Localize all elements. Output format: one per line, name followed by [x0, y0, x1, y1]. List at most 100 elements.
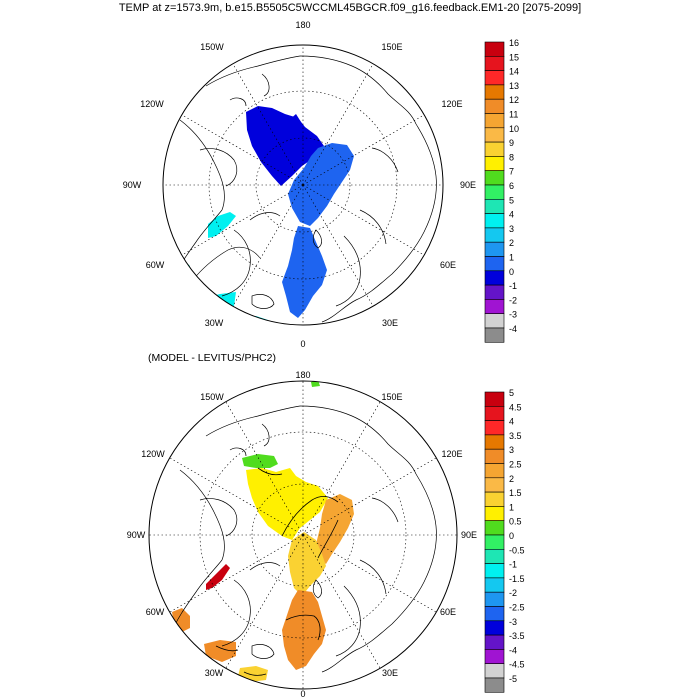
- top-coastlines: [169, 55, 437, 323]
- top-map-panel: 180 0 90W 90E 150W 150E 120W 120E 60W 60…: [123, 20, 519, 349]
- top-map-boundary: [162, 44, 444, 326]
- bottom-colorbar-swatch: [484, 405, 505, 421]
- bottom-colorbar-label: 0: [509, 531, 514, 541]
- bottom-map-panel: 180 0 90W 90E 150W 150E 120W 120E 60W 60…: [127, 370, 525, 699]
- top-colorbar-label: 8: [509, 152, 514, 162]
- label-90w: 90W: [127, 530, 146, 540]
- label-60e: 60E: [440, 260, 456, 270]
- top-colorbar-label: 4: [509, 210, 514, 220]
- top-colorbar-swatch: [484, 284, 505, 300]
- label-30e: 30E: [382, 668, 398, 678]
- top-colorbar-swatch: [484, 241, 505, 257]
- bottom-coastlines: [169, 405, 437, 673]
- bottom-colorbar-label: 3.5: [509, 431, 522, 441]
- patch-dark-blue: [246, 106, 324, 186]
- bottom-colorbar-swatch: [484, 606, 505, 622]
- top-colorbar-swatch: [484, 299, 505, 314]
- label-150e: 150E: [381, 392, 402, 402]
- bottom-colorbar-swatch: [484, 620, 505, 636]
- top-colorbar-swatch: [484, 127, 505, 143]
- bottom-colorbar-label: 2.5: [509, 460, 522, 470]
- bottom-colorbar-swatch: [484, 506, 505, 521]
- patch-orange-right: [316, 494, 354, 564]
- bottom-colorbar-label: 1: [509, 502, 514, 512]
- bottom-colorbar-label: -5: [509, 674, 517, 684]
- top-isolines: [187, 246, 261, 287]
- top-colorbar-label: 11: [509, 110, 518, 120]
- top-graticule: [163, 45, 443, 325]
- label-60w: 60W: [146, 260, 165, 270]
- top-colorbar-swatch: [484, 98, 505, 114]
- label-0: 0: [300, 689, 305, 699]
- top-colorbar-swatch: [484, 184, 505, 200]
- top-colorbar-label: -4: [509, 324, 517, 334]
- top-colorbar-swatch: [484, 256, 505, 272]
- bottom-colorbar-swatch: [484, 520, 505, 536]
- label-60e: 60E: [440, 607, 456, 617]
- top-colorbar-swatch: [484, 55, 505, 71]
- top-colorbar-label: 12: [509, 95, 519, 105]
- patch-yellow-middle: [288, 532, 326, 596]
- top-colorbar-label: 3: [509, 224, 514, 234]
- top-colorbar-label: 6: [509, 181, 514, 191]
- label-180: 180: [295, 20, 310, 30]
- top-colorbar-swatch: [484, 327, 505, 343]
- top-colorbar-swatch: [484, 313, 505, 329]
- bottom-colorbar-swatch: [484, 649, 505, 664]
- label-120w: 120W: [141, 449, 165, 459]
- patch-orange-lower: [282, 590, 326, 670]
- label-120w: 120W: [140, 99, 164, 109]
- bottom-colorbar: 5 4.5 4 3.5 3 2.5 2 1.5 1 0.5 0 -0.5 -1 -1.5 -2 -2.5 -3 -…: [484, 388, 525, 693]
- label-90e: 90E: [461, 530, 477, 540]
- top-colorbar-label: 16: [509, 38, 519, 48]
- top-colorbar-swatch: [484, 70, 505, 86]
- bottom-colorbar-swatch: [484, 591, 505, 607]
- top-colorbar-label: 1: [509, 253, 514, 263]
- patch-dark-blue-nub: [289, 114, 301, 127]
- bottom-colorbar-label: -2.5: [509, 603, 525, 613]
- bottom-colorbar-label: -3: [509, 617, 517, 627]
- figure-subtitle: (MODEL - LEVITUS/PHC2): [148, 352, 276, 364]
- bottom-colorbar-swatch: [484, 463, 505, 479]
- top-colorbar-swatch: [484, 227, 505, 243]
- top-colorbar-label: -2: [509, 295, 517, 305]
- top-colorbar-label: 9: [509, 138, 514, 148]
- bottom-colorbar-label: 4.5: [509, 402, 522, 412]
- bottom-colorbar-swatch: [484, 577, 505, 593]
- bottom-colorbar-label: -2: [509, 588, 517, 598]
- patch-cyan-iceland-south: [238, 316, 268, 325]
- patch-cyan-bering: [311, 30, 320, 37]
- bottom-colorbar-label: 5: [509, 388, 514, 398]
- top-colorbar-label: 5: [509, 195, 514, 205]
- bottom-colorbar-swatch: [484, 634, 505, 650]
- top-colorbar-label: 0: [509, 267, 514, 277]
- figure-title: TEMP at z=1573.9m, b.e15.B5505C5WCCML45B…: [118, 2, 582, 14]
- label-90w: 90W: [123, 180, 142, 190]
- bottom-colorbar-swatch: [484, 663, 505, 679]
- bottom-colorbar-swatch: [484, 477, 505, 493]
- bottom-colorbar-swatch: [484, 420, 505, 436]
- label-150e: 150E: [381, 42, 402, 52]
- top-temperature-field: [174, 30, 354, 325]
- label-0: 0: [300, 339, 305, 349]
- top-colorbar-swatch: [484, 156, 505, 171]
- bottom-colorbar-swatch: [484, 677, 505, 693]
- label-180: 180: [295, 370, 310, 380]
- bottom-anomaly-field: [172, 381, 354, 682]
- top-colorbar-label: -1: [509, 281, 517, 291]
- patch-green-north: [242, 454, 278, 468]
- top-colorbar-swatch: [484, 270, 505, 286]
- patch-orange-iceland: [204, 640, 236, 662]
- top-colorbar-swatch: [484, 213, 505, 229]
- label-150w: 150W: [200, 42, 224, 52]
- patch-red-greenland: [206, 564, 230, 590]
- patch-yellow-south: [238, 666, 268, 682]
- label-30w: 30W: [205, 668, 224, 678]
- label-60w: 60W: [146, 607, 165, 617]
- bottom-colorbar-label: 3: [509, 445, 514, 455]
- top-colorbar-swatch: [484, 199, 505, 214]
- bottom-colorbar-label: 0.5: [509, 517, 522, 527]
- top-colorbar-label: 14: [509, 67, 519, 77]
- top-longitude-labels: 180 0 90W 90E 150W 150E 120W 120E 60W 60…: [123, 20, 476, 349]
